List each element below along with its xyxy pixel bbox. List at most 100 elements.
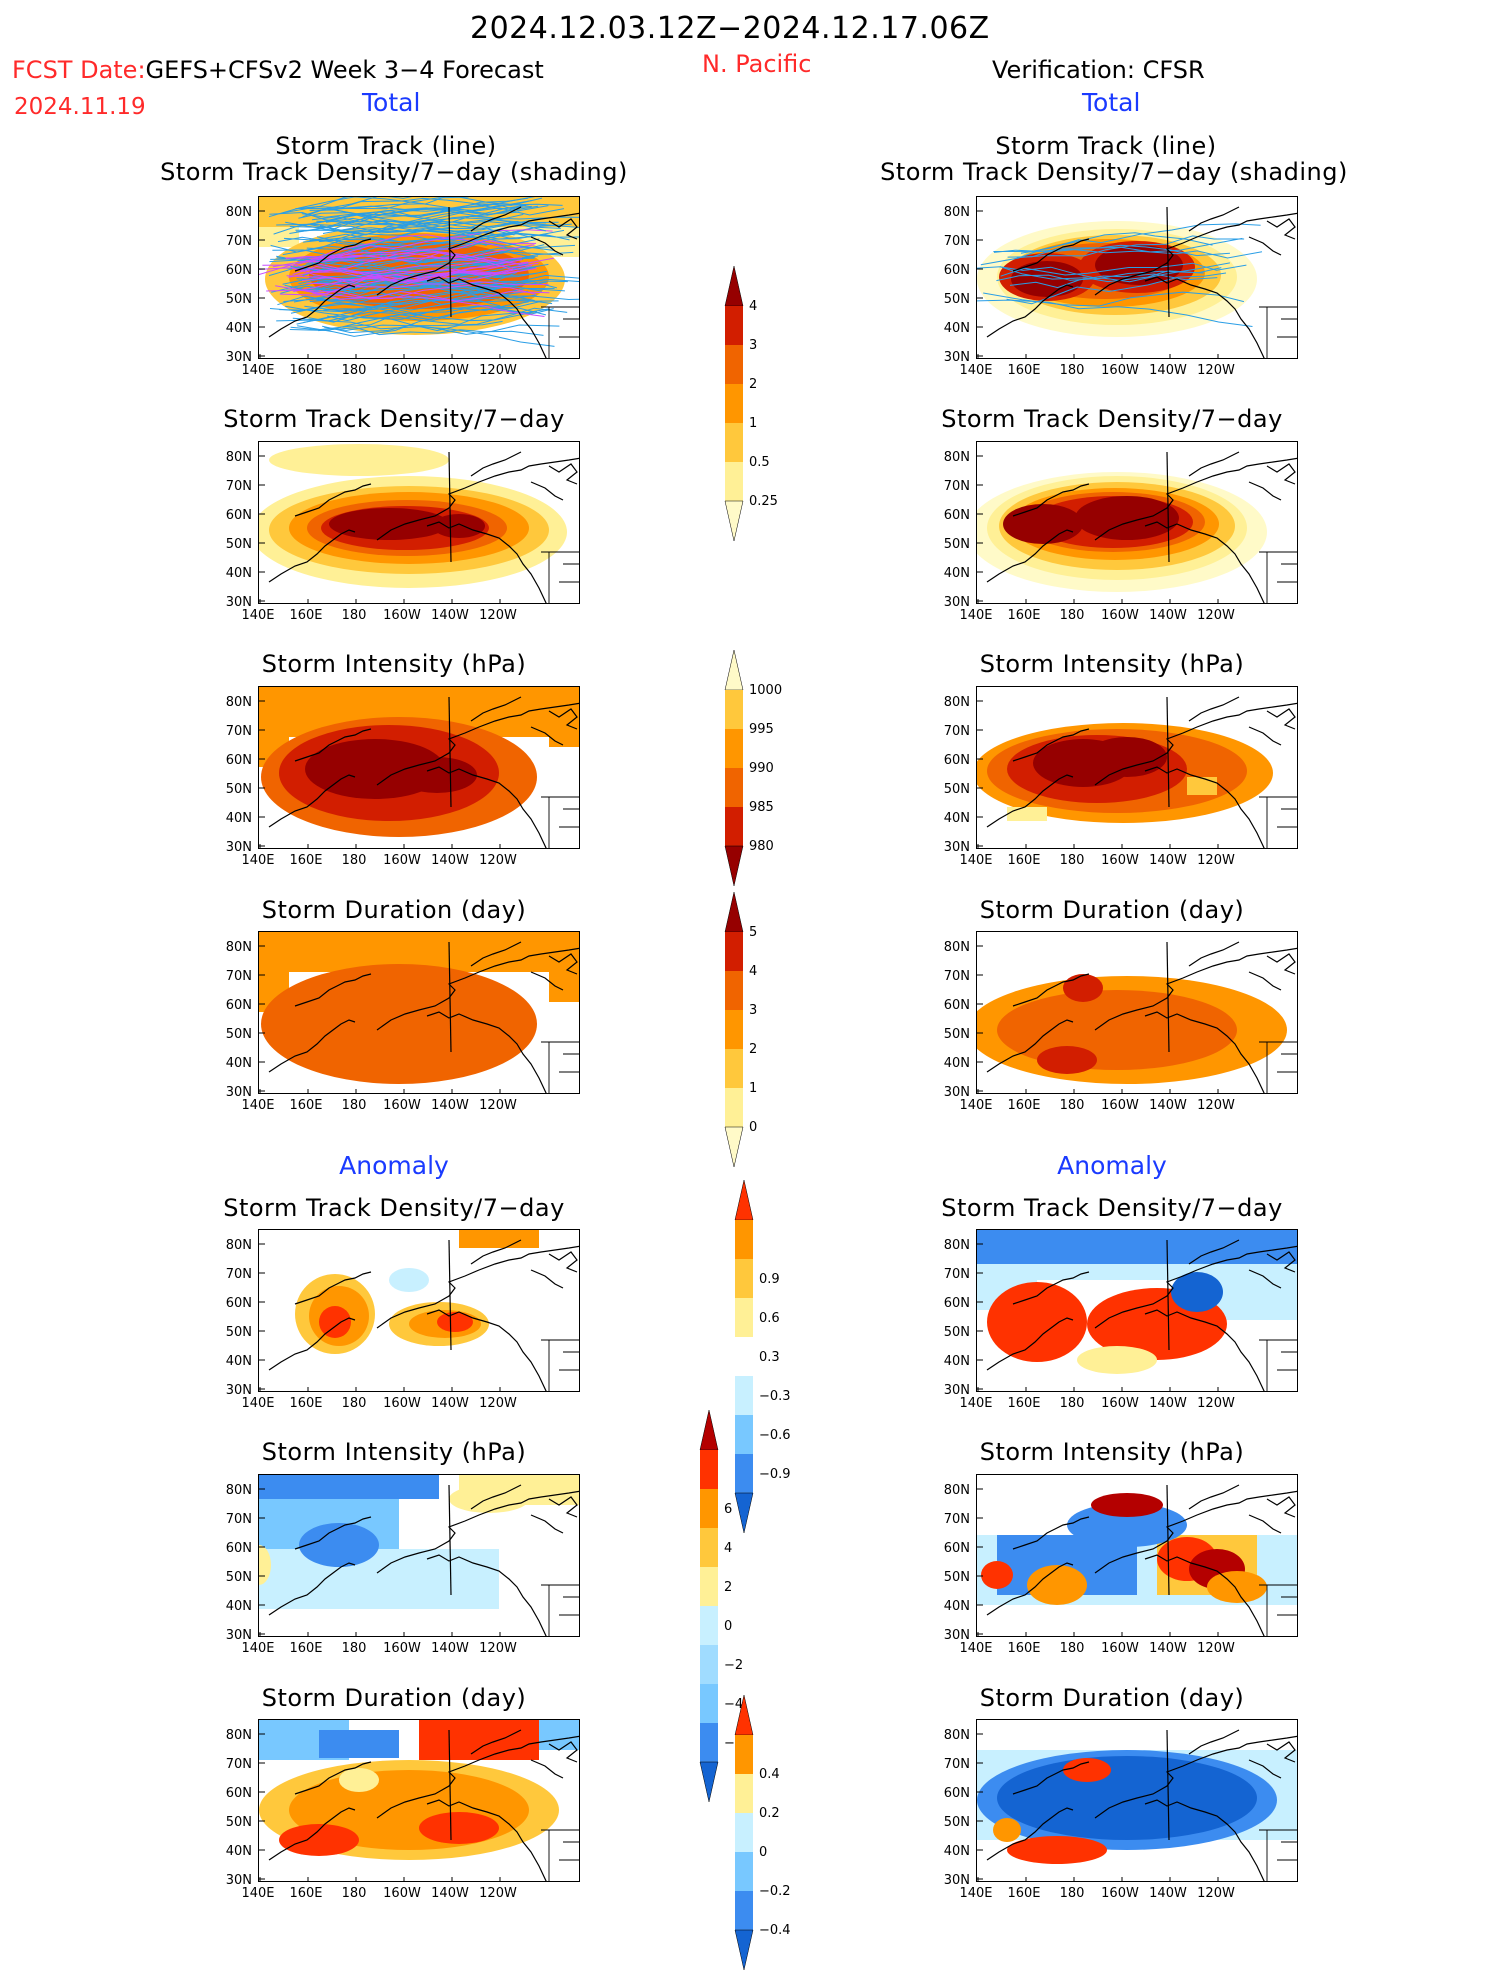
colorbar-label: −0.4 — [759, 1923, 791, 1938]
map-svg — [259, 1230, 579, 1391]
lat-label: 80N — [943, 1238, 970, 1253]
lon-label: 140E — [241, 1396, 275, 1411]
map-svg — [259, 444, 579, 603]
title-density-anom-left: Storm Track Density/7−day — [223, 1194, 565, 1222]
lat-label: 60N — [225, 263, 252, 278]
colorbar-label: 0 — [749, 1120, 758, 1135]
lat-label: 60N — [225, 998, 252, 1013]
lat-label: 80N — [225, 1483, 252, 1498]
colorbar-label: 6 — [724, 1501, 733, 1517]
lat-label: 80N — [943, 450, 970, 465]
colorbar-density-anom: 0.9 0.6 0.3 −0.3 −0.6 −0.9 — [733, 1178, 791, 1539]
map-svg — [259, 932, 579, 1093]
lat-label: 30N — [225, 840, 252, 855]
lat-label: 70N — [943, 1512, 970, 1527]
colorbar-label: 0.4 — [759, 1767, 780, 1782]
lon-label: 160W — [383, 1886, 421, 1901]
map-intensity-verification — [976, 686, 1298, 849]
lat-label: 50N — [225, 1570, 252, 1585]
lon-label: 180 — [341, 853, 367, 868]
lat-label: 80N — [943, 1483, 970, 1498]
colorbar-label: 4 — [724, 1540, 733, 1556]
anomaly-right-label: Anomaly — [1057, 1151, 1167, 1180]
lat-label: 70N — [943, 479, 970, 494]
colorbar-duration-total: 5 4 3 2 1 0 — [723, 890, 757, 1173]
lat-label: 50N — [943, 782, 970, 797]
lon-label: 160E — [1007, 1396, 1041, 1411]
lon-label: 120W — [479, 1098, 517, 1113]
lat-label: 40N — [943, 566, 970, 581]
colorbar-label: 4 — [749, 964, 758, 979]
lon-label: 160E — [289, 853, 323, 868]
lon-label: 140W — [431, 853, 469, 868]
title-intensity-left: Storm Intensity (hPa) — [261, 650, 527, 678]
colorbar-label: −0.2 — [759, 1884, 791, 1899]
colorbar-label: −0.9 — [759, 1466, 791, 1482]
lat-label: 50N — [225, 537, 252, 552]
lon-label: 160E — [1007, 1641, 1041, 1656]
lon-label: 140W — [1149, 363, 1187, 378]
lat-label: 50N — [225, 292, 252, 307]
fcst-label: FCST Date: — [12, 56, 146, 84]
lon-label: 140E — [959, 853, 993, 868]
title-density-right: Storm Track Density/7−day — [941, 405, 1283, 433]
map-svg — [977, 696, 1297, 848]
colorbar-label: 0.2 — [759, 1806, 780, 1821]
lat-label: 40N — [225, 566, 252, 581]
lat-label: 80N — [943, 205, 970, 220]
colorbar-label: 1000 — [749, 683, 783, 698]
title-duration-left: Storm Duration (day) — [261, 896, 527, 924]
lat-label: 30N — [225, 1628, 252, 1643]
lat-label: 70N — [225, 479, 252, 494]
colorbar-label: 1 — [749, 1081, 758, 1096]
lon-label: 160W — [383, 608, 421, 623]
lon-label: 180 — [341, 1396, 367, 1411]
lon-label: 120W — [1197, 1641, 1235, 1656]
colorbar-label: 3 — [749, 1003, 758, 1018]
lat-label: 80N — [225, 205, 252, 220]
lat-label: 60N — [225, 753, 252, 768]
lat-label: 30N — [943, 840, 970, 855]
lat-label: 50N — [225, 1325, 252, 1340]
lon-label: 160W — [1101, 1396, 1139, 1411]
map-svg — [977, 1230, 1297, 1391]
lat-label: 70N — [225, 969, 252, 984]
lat-label: 40N — [225, 1844, 252, 1859]
lat-label: 30N — [943, 1085, 970, 1100]
colorbar-svg — [734, 1179, 754, 1534]
lat-label: 40N — [943, 1599, 970, 1614]
lat-label: 60N — [943, 1296, 970, 1311]
title-intensity-right: Storm Intensity (hPa) — [979, 650, 1245, 678]
lon-label: 120W — [479, 608, 517, 623]
colorbar-label: 0.6 — [759, 1310, 780, 1326]
lon-label: 180 — [341, 608, 367, 623]
lon-label: 160E — [1007, 1098, 1041, 1113]
lon-label: 120W — [479, 1641, 517, 1656]
lon-label: 120W — [1197, 1098, 1235, 1113]
lon-label: 140E — [241, 363, 275, 378]
lat-label: 60N — [943, 263, 970, 278]
colorbar-label: 5 — [749, 925, 758, 940]
title-track-shading-right: Storm Track Density/7−day (shading) — [880, 158, 1348, 186]
verification-label: Verification: CFSR — [992, 56, 1205, 84]
lon-label: 180 — [1059, 1396, 1085, 1411]
map-density-anom-forecast — [258, 1229, 580, 1392]
lon-label: 140E — [959, 1641, 993, 1656]
colorbar-label: 3 — [749, 338, 758, 353]
colorbar-label: 2 — [749, 377, 758, 392]
title-density-left: Storm Track Density/7−day — [223, 405, 565, 433]
lon-label: 140W — [1149, 853, 1187, 868]
map-density-forecast — [258, 441, 580, 604]
map-density-anom-verification — [976, 1229, 1298, 1392]
lat-label: 70N — [225, 1267, 252, 1282]
lat-label: 60N — [225, 508, 252, 523]
colorbar-intensity-anom: 6 4 2 0 −2 −4 −6 — [698, 1408, 743, 1808]
lat-label: 50N — [225, 782, 252, 797]
lon-label: 140W — [431, 1886, 469, 1901]
lat-label: 70N — [943, 1757, 970, 1772]
map-intensity-forecast — [258, 686, 580, 849]
map-svg — [259, 197, 579, 358]
fcst-date-label: FCST Date:GEFS+CFSv2 Week 3−4 Forecast — [12, 58, 544, 82]
title-intensity-anom-right: Storm Intensity (hPa) — [979, 1438, 1245, 1466]
lat-label: 40N — [943, 1056, 970, 1071]
